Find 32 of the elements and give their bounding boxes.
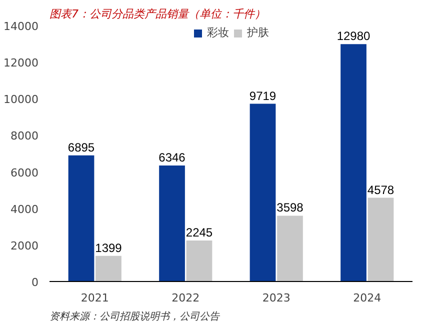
legend-label: 彩妆 xyxy=(207,25,229,40)
y-tick-label: 6000 xyxy=(10,166,39,180)
bar xyxy=(96,256,122,282)
bar xyxy=(159,165,185,282)
y-tick-label: 8000 xyxy=(10,130,39,143)
bar xyxy=(277,216,303,282)
x-tick-label: 2024 xyxy=(353,292,382,304)
x-tick-label: 2021 xyxy=(80,292,109,304)
text: 资料来源：公司招股说明书，公司公告 xyxy=(50,310,220,322)
data-label: 2245 xyxy=(186,225,213,240)
bar xyxy=(68,155,94,282)
data-label: 9719 xyxy=(249,88,276,103)
bar xyxy=(186,240,212,282)
chart-title: 图表7：公司分品类产品销量（单位：千件） xyxy=(50,8,266,20)
x-tick-label: 2023 xyxy=(262,292,290,304)
bar xyxy=(250,104,276,282)
data-label: 6895 xyxy=(68,140,95,154)
data-label: 3598 xyxy=(276,200,304,215)
data-label: 4578 xyxy=(367,182,394,197)
x-tick-label: 2022 xyxy=(172,292,200,304)
y-tick-label: 2000 xyxy=(10,239,39,252)
y-tick-label: 14000 xyxy=(4,20,39,33)
legend-label: 护肤 xyxy=(247,25,269,40)
data-label: 12980 xyxy=(336,29,371,44)
y-tick-label: 0 xyxy=(32,276,38,289)
data-label: 6346 xyxy=(158,150,186,164)
bar xyxy=(368,198,394,282)
y-tick-label: 10000 xyxy=(4,93,39,106)
y-tick-label: 4000 xyxy=(10,202,39,216)
bar xyxy=(340,44,366,282)
y-tick-label: 12000 xyxy=(4,56,39,70)
data-label: 1399 xyxy=(95,240,122,255)
